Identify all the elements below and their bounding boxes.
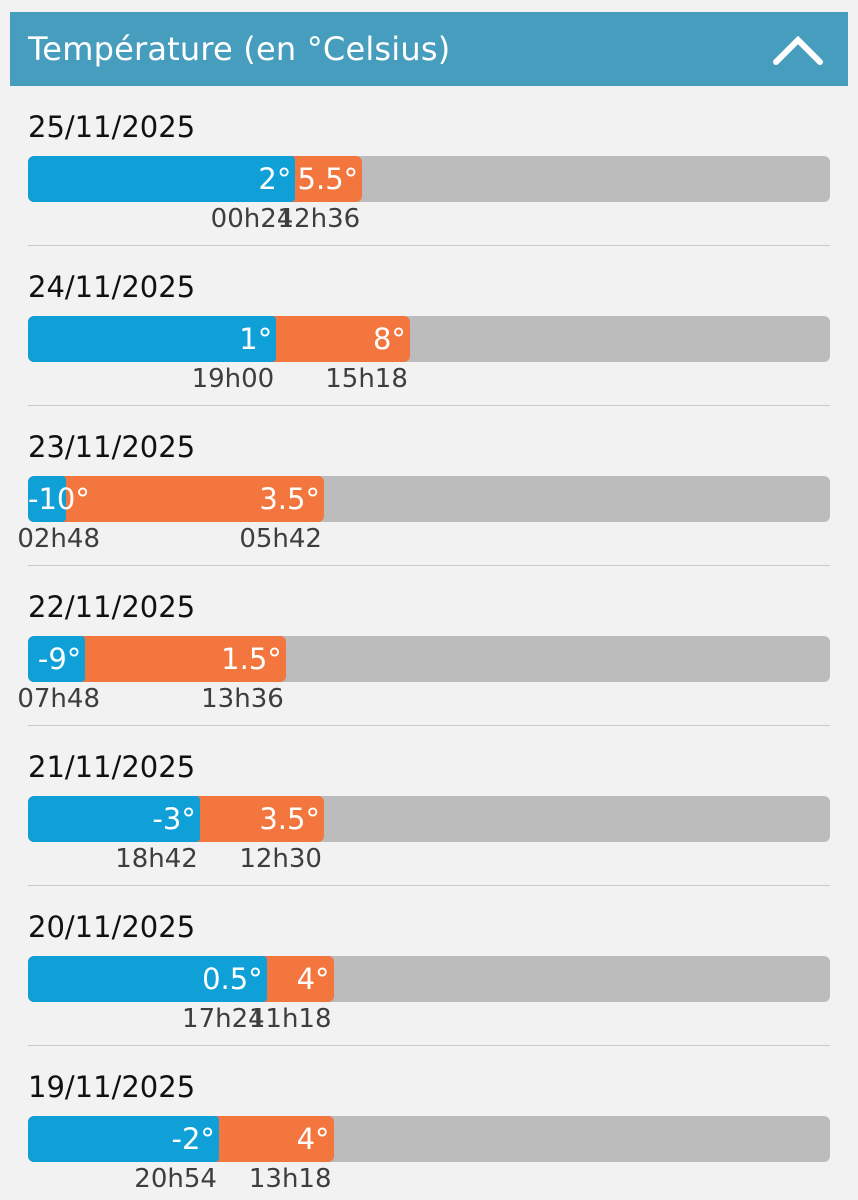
max-temperature-value: 3.5° [259, 802, 320, 836]
day-row: 19/11/2025 -2° 4° 20h54 13h18 [10, 1046, 848, 1200]
min-temperature-value: -9° [37, 642, 82, 676]
max-temperature-value: 5.5° [297, 162, 359, 196]
max-temperature-value: 8° [372, 322, 406, 356]
row-divider [28, 405, 830, 406]
max-temperature-bar [28, 476, 324, 522]
day-date: 25/11/2025 [28, 110, 196, 144]
min-temperature-bar [28, 796, 200, 842]
day-row: 20/11/2025 0.5° 4° 17h24 11h18 [10, 886, 848, 1046]
max-temperature-value: 4° [296, 1122, 330, 1156]
max-temperature-time: 15h18 [325, 364, 408, 394]
min-temperature-value: -3° [152, 802, 196, 836]
day-date: 20/11/2025 [28, 910, 196, 944]
day-row: 21/11/2025 -3° 3.5° 18h42 12h30 [10, 726, 848, 886]
temperature-section-header[interactable]: Température (en °Celsius) [10, 12, 848, 86]
min-temperature-bar [28, 1116, 219, 1162]
min-temperature-value: 0.5° [202, 962, 263, 996]
row-divider [28, 1045, 830, 1046]
day-date: 24/11/2025 [28, 270, 196, 304]
min-temperature-time: 17h24 [182, 1004, 265, 1034]
day-date: 23/11/2025 [28, 430, 196, 464]
temperature-range-bar: 1° 8° [28, 316, 830, 362]
min-temperature-time: 20h54 [134, 1164, 217, 1194]
day-date: 22/11/2025 [28, 590, 196, 624]
max-temperature-time: 11h18 [248, 1004, 332, 1034]
day-row: 23/11/2025 -10° 3.5° 02h48 05h42 [10, 406, 848, 566]
chevron-up-icon [773, 35, 823, 65]
day-date: 19/11/2025 [28, 1070, 196, 1104]
temperature-range-bar: -9° 1.5° [28, 636, 830, 682]
collapse-button[interactable] [770, 28, 826, 70]
min-temperature-value: -2° [171, 1122, 215, 1156]
row-divider [28, 885, 830, 886]
row-divider [28, 725, 830, 726]
max-temperature-value: 1.5° [221, 642, 282, 676]
min-temperature-bar [28, 476, 67, 522]
max-temperature-value: 4° [296, 962, 330, 996]
row-divider [28, 245, 830, 246]
min-temperature-bar [28, 316, 277, 362]
min-temperature-time: 02h48 [17, 524, 100, 554]
temperature-range-bar: -3° 3.5° [28, 796, 830, 842]
max-temperature-value: 3.5° [259, 482, 320, 516]
day-row: 25/11/2025 2° 5.5° 00h24 12h36 [10, 86, 848, 246]
min-temperature-value: 2° [258, 162, 292, 196]
temperature-range-bar: -2° 4° [28, 1116, 830, 1162]
min-temperature-bar [28, 156, 296, 202]
max-temperature-time: 12h36 [277, 204, 361, 234]
section-title: Température (en °Celsius) [28, 30, 451, 68]
row-divider [28, 565, 830, 566]
max-temperature-time: 05h42 [239, 524, 322, 554]
min-temperature-time: 19h00 [191, 364, 275, 394]
min-temperature-bar [28, 636, 86, 682]
max-temperature-time: 13h18 [248, 1164, 332, 1194]
max-temperature-time: 12h30 [239, 844, 322, 874]
min-temperature-bar [28, 956, 267, 1002]
temperature-list: 25/11/2025 2° 5.5° 00h24 12h36 24/11/2025 1° 8°… [10, 86, 848, 1200]
max-temperature-time: 13h36 [201, 684, 284, 714]
min-temperature-time: 18h42 [115, 844, 198, 874]
min-temperature-value: 1° [239, 322, 273, 356]
min-temperature-time: 07h48 [17, 684, 100, 714]
temperature-range-bar: 2° 5.5° [28, 156, 830, 202]
temperature-range-bar: -10° 3.5° [28, 476, 830, 522]
day-row: 22/11/2025 -9° 1.5° 07h48 13h36 [10, 566, 848, 726]
day-date: 21/11/2025 [28, 750, 196, 784]
day-row: 24/11/2025 1° 8° 19h00 15h18 [10, 246, 848, 406]
temperature-range-bar: 0.5° 4° [28, 956, 830, 1002]
min-temperature-time: 00h24 [210, 204, 294, 234]
